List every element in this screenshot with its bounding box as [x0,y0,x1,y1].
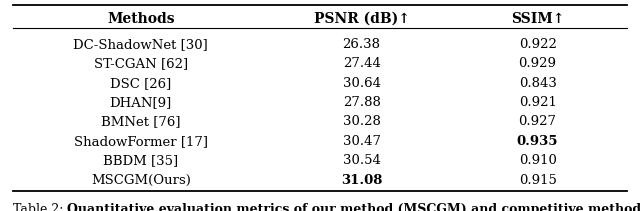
Text: ShadowFormer [17]: ShadowFormer [17] [74,135,208,148]
Text: Methods: Methods [107,12,175,26]
Text: 0.843: 0.843 [518,77,557,90]
Text: Quantitative evaluation metrics of our method (MSCGM) and competitive methods on: Quantitative evaluation metrics of our m… [67,203,640,211]
Text: PSNR (dB)↑: PSNR (dB)↑ [314,12,410,26]
Text: 26.38: 26.38 [342,38,381,51]
Text: BMNet [76]: BMNet [76] [101,115,180,128]
Text: Table 2:: Table 2: [13,203,67,211]
Text: DHAN[9]: DHAN[9] [109,96,172,109]
Text: MSCGM(Ours): MSCGM(Ours) [91,174,191,187]
Text: 0.927: 0.927 [518,115,557,128]
Text: BBDM [35]: BBDM [35] [103,154,179,167]
Text: 0.929: 0.929 [518,57,557,70]
Text: ST-CGAN [62]: ST-CGAN [62] [93,57,188,70]
Text: 0.910: 0.910 [518,154,557,167]
Text: 30.54: 30.54 [342,154,381,167]
Text: 0.935: 0.935 [517,135,558,148]
Text: DSC [26]: DSC [26] [110,77,172,90]
Text: 0.915: 0.915 [518,174,557,187]
Text: 31.08: 31.08 [341,174,382,187]
Text: 0.922: 0.922 [518,38,557,51]
Text: 27.88: 27.88 [342,96,381,109]
Text: 30.28: 30.28 [342,115,381,128]
Text: 30.64: 30.64 [342,77,381,90]
Text: 27.44: 27.44 [342,57,381,70]
Text: SSIM↑: SSIM↑ [511,12,564,26]
Text: DC-ShadowNet [30]: DC-ShadowNet [30] [74,38,208,51]
Text: 0.921: 0.921 [518,96,557,109]
Text: 30.47: 30.47 [342,135,381,148]
